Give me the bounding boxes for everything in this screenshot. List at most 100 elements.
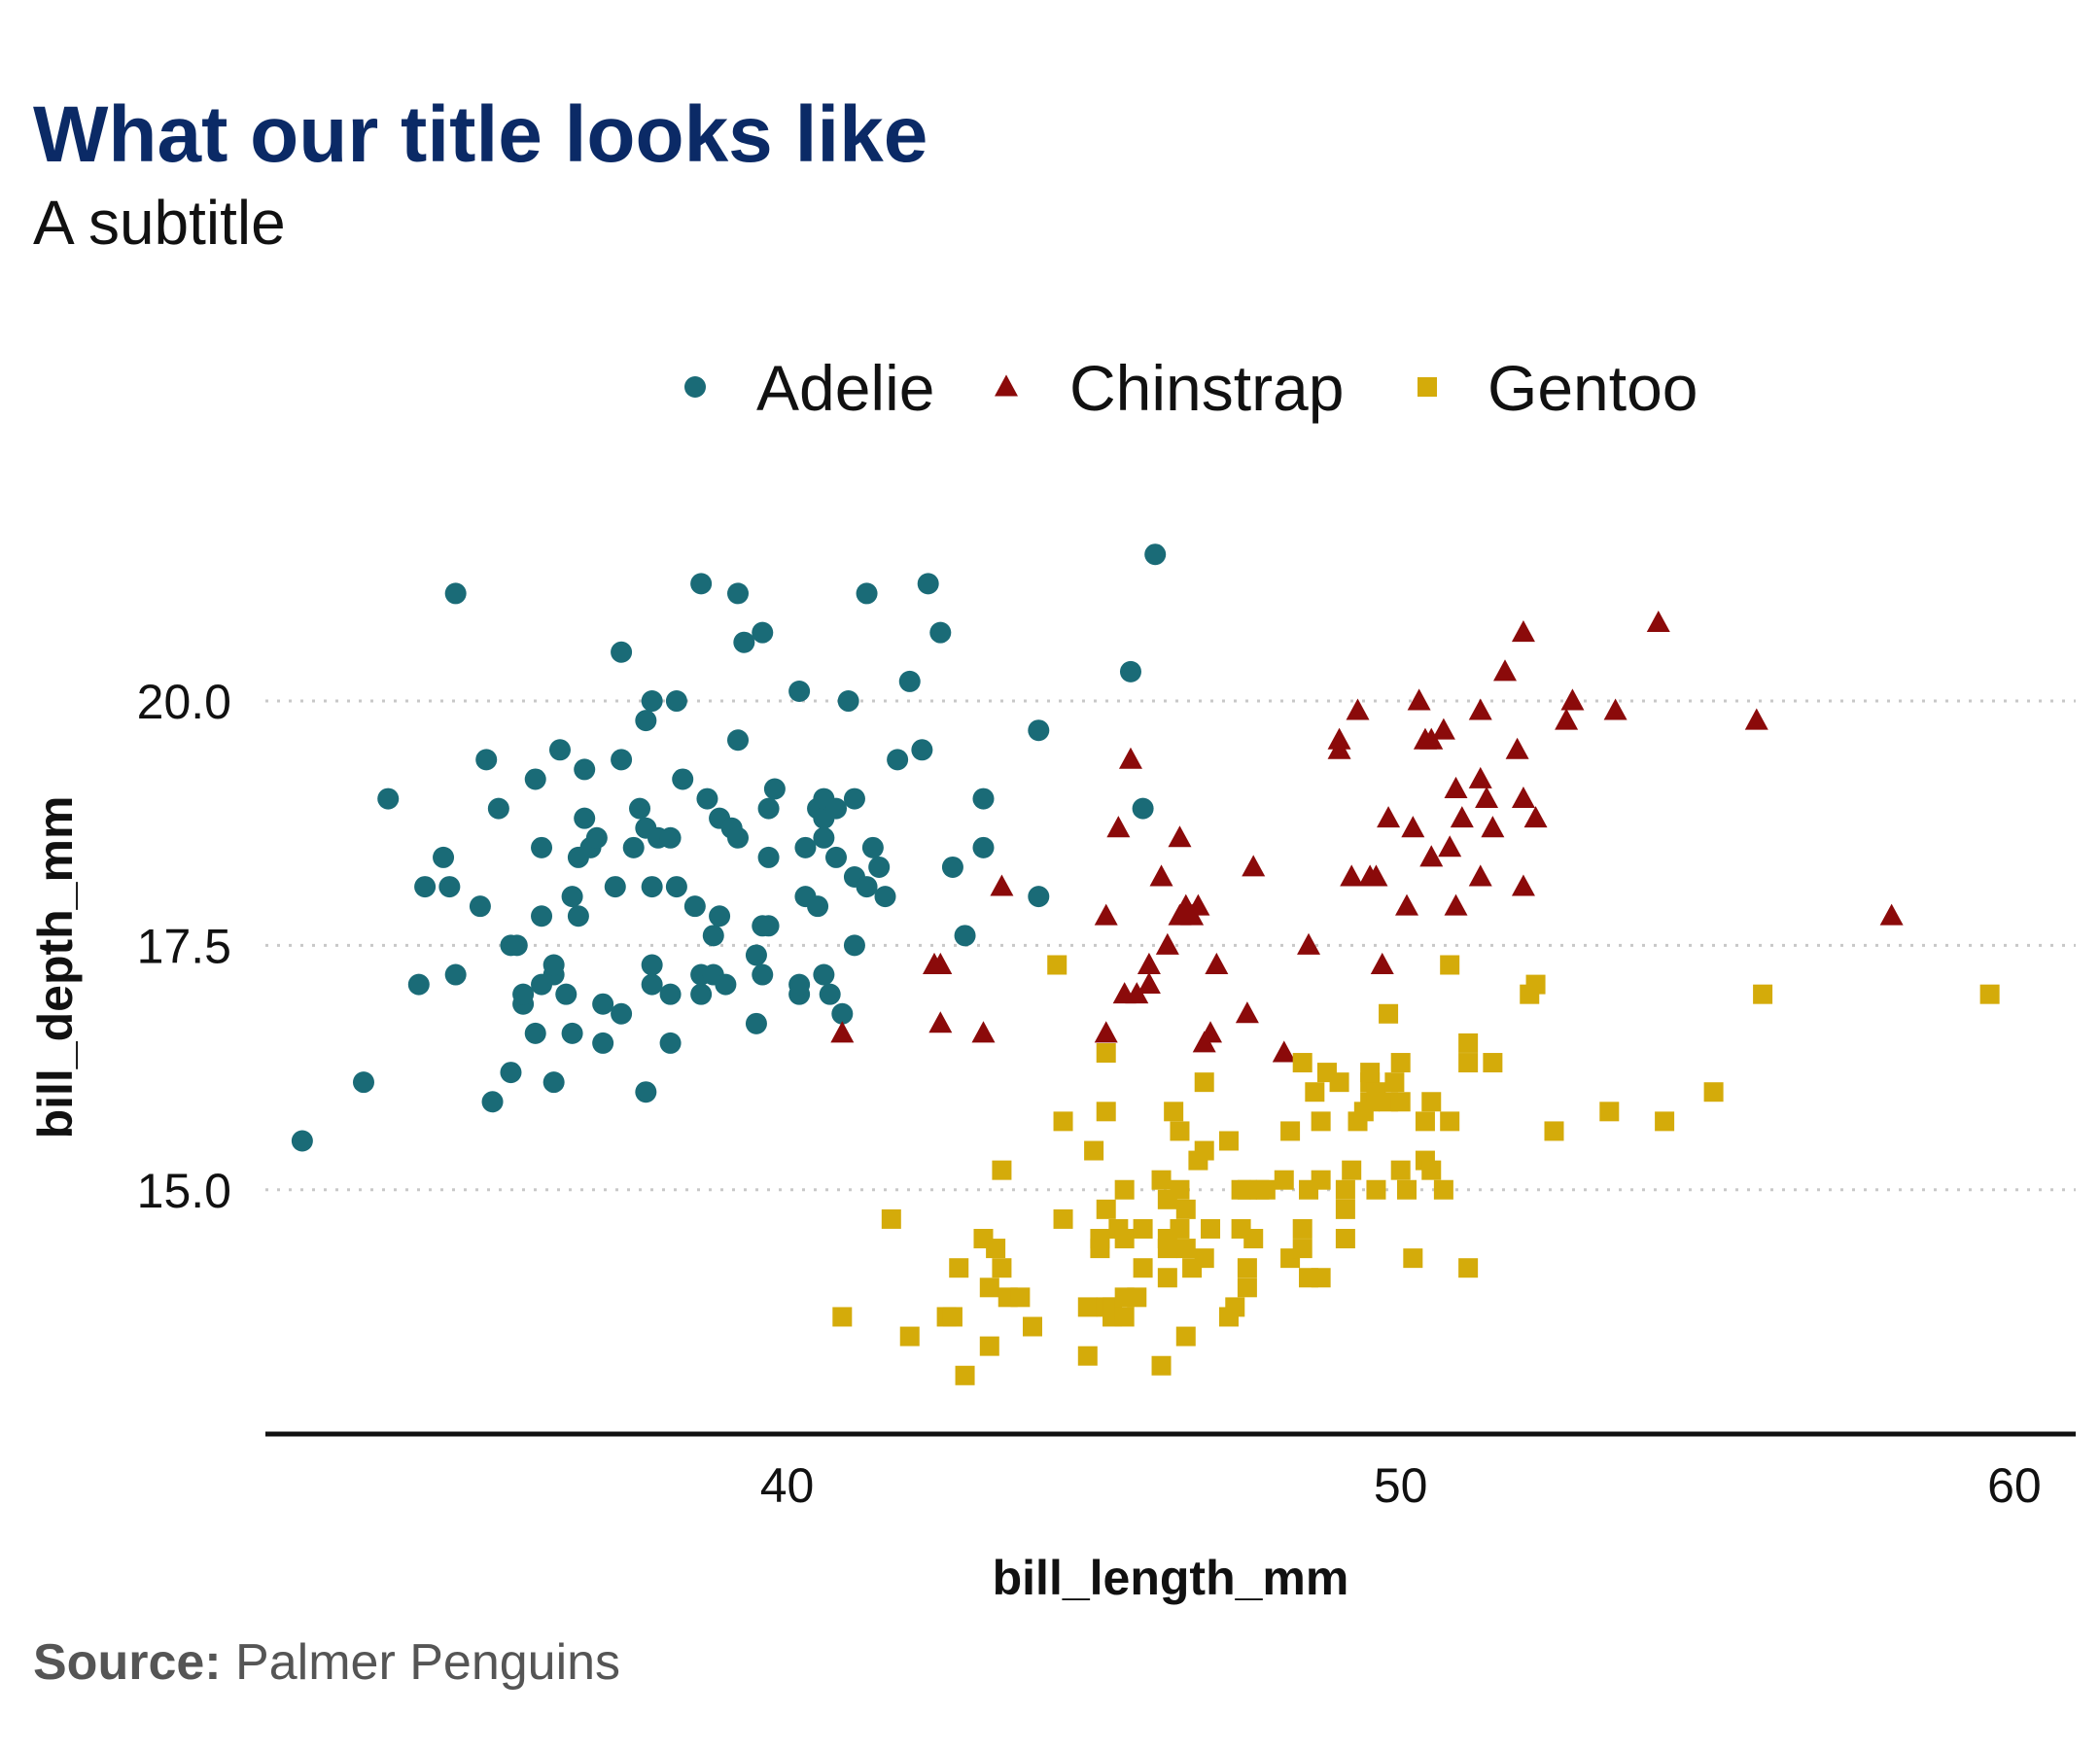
chinstrap-point [1505,737,1529,759]
gentoo-point [1274,1170,1294,1190]
source-caption: Source: Palmer Penguins [33,1633,620,1692]
adelie-point [291,1130,313,1152]
gentoo-point [1164,1102,1184,1122]
gentoo-point [1292,1218,1312,1239]
adelie-point [611,641,633,663]
chinstrap-point [990,874,1014,896]
gentoo-point [1151,1355,1172,1376]
adelie-point [531,905,553,928]
adelie-point [659,983,682,1005]
gentoo-point [1440,1111,1460,1132]
gentoo-point [1010,1287,1031,1308]
adelie-point [531,836,553,858]
chinstrap-point [928,952,953,974]
chinstrap-point [1481,816,1505,838]
gentoo-point [1175,1199,1196,1219]
gentoo-point [1096,1102,1116,1122]
chinstrap-point [1149,864,1173,887]
adelie-point [481,1091,504,1113]
gentoo-point [1390,1053,1411,1073]
gentoo-point [1077,1297,1098,1317]
chinstrap-point [1272,1040,1296,1063]
adelie-point [763,778,786,800]
legend: Adelie Chinstrap Gentoo [684,352,1698,424]
adelie-point [856,582,878,605]
chinstrap-point [1419,727,1444,750]
chinstrap-point [1199,1021,1223,1043]
gentoo-point [1379,1003,1399,1024]
legend-label-adelie: Adelie [756,352,934,424]
gentoo-point [1151,1170,1172,1190]
adelie-point [898,670,921,692]
chinstrap-point [1438,835,1462,858]
chinstrap-point [1242,855,1266,877]
chinstrap-point [1468,766,1492,788]
adelie-point [1119,660,1141,682]
chinstrap-point [830,1021,855,1043]
chinstrap-point [1395,893,1419,916]
chart-title: What our title looks like [33,90,928,179]
adelie-point [574,758,596,781]
gentoo-point [1390,1092,1411,1112]
gentoo-point [1483,1053,1503,1073]
gentoo-point [1335,1229,1355,1249]
gentoo-point [1237,1258,1257,1278]
adelie-point [868,856,891,878]
gentoo-point [899,1326,920,1347]
chinstrap-point [1419,845,1444,867]
adelie-point [831,1002,854,1025]
adelie-point [856,876,878,898]
chinstrap-point [1468,864,1492,887]
series-adelie [291,543,1167,1152]
adelie-point [414,876,437,898]
adelie-point [444,582,467,605]
chinstrap-point [1106,816,1131,838]
adelie-point [887,749,909,771]
adelie-point [941,856,963,878]
gentoo-point [1201,1218,1221,1239]
gentoo-point [1170,1218,1190,1239]
chinstrap-point [1603,698,1628,720]
gentoo-point [1458,1032,1479,1053]
adelie-point [690,573,713,595]
gentoo-point [1047,955,1068,975]
adelie-point [757,846,780,868]
gentoo-point [1433,1179,1453,1200]
adelie-point [696,788,718,810]
adelie-point [604,876,626,898]
adelie-point [352,1071,374,1094]
adelie-point [665,876,687,898]
chinstrap-point [1125,982,1149,1004]
adelie-point [555,983,578,1005]
chinstrap-point [1468,698,1492,720]
gentoo-point [1311,1111,1331,1132]
gentoo-point [1366,1179,1386,1200]
chinstrap-point [1444,776,1468,798]
chinstrap-point [1094,903,1118,926]
gentoo-point [1170,1179,1190,1200]
legend-label-gentoo: Gentoo [1488,352,1698,424]
x-tick-label: 60 [1987,1458,2042,1513]
legend-label-chinstrap: Chinstrap [1069,352,1344,424]
adelie-point [433,846,455,868]
adelie-point [585,826,608,849]
adelie-point [745,1012,767,1034]
adelie-point [874,886,896,908]
gentoo-point [1360,1063,1381,1083]
adelie-point [475,749,498,771]
chinstrap-point [1364,864,1388,887]
adelie-point [1132,797,1154,820]
gentoo-point [1194,1248,1214,1269]
adelie-point [794,836,817,858]
gentoo-point [832,1307,853,1327]
chinstrap-point [1475,786,1499,809]
gentoo-point [1335,1199,1355,1219]
gentoo-point [1335,1179,1355,1200]
series-chinstrap [830,610,1904,1063]
adelie-point [659,1032,682,1054]
gentoo-point [1599,1102,1620,1122]
gentoo-point [1090,1229,1110,1249]
adelie-point [819,983,841,1005]
gentoo-point [1979,984,2000,1004]
x-tick-label: 50 [1374,1458,1428,1513]
